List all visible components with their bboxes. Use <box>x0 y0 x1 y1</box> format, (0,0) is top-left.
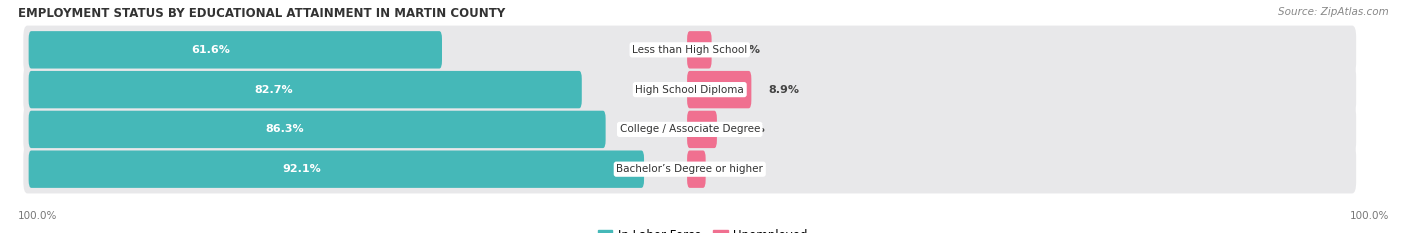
FancyBboxPatch shape <box>28 71 582 108</box>
Legend: In Labor Force, Unemployed: In Labor Force, Unemployed <box>593 225 813 233</box>
FancyBboxPatch shape <box>28 151 644 188</box>
Text: High School Diploma: High School Diploma <box>636 85 744 95</box>
Text: 100.0%: 100.0% <box>18 211 58 221</box>
Text: 2.0%: 2.0% <box>723 164 754 174</box>
Text: College / Associate Degree: College / Associate Degree <box>620 124 759 134</box>
FancyBboxPatch shape <box>24 145 1357 193</box>
FancyBboxPatch shape <box>688 111 717 148</box>
Text: 86.3%: 86.3% <box>266 124 304 134</box>
FancyBboxPatch shape <box>28 31 441 69</box>
Text: Source: ZipAtlas.com: Source: ZipAtlas.com <box>1278 7 1389 17</box>
Text: 100.0%: 100.0% <box>1350 211 1389 221</box>
Text: Less than High School: Less than High School <box>633 45 748 55</box>
FancyBboxPatch shape <box>688 31 711 69</box>
Text: EMPLOYMENT STATUS BY EDUCATIONAL ATTAINMENT IN MARTIN COUNTY: EMPLOYMENT STATUS BY EDUCATIONAL ATTAINM… <box>18 7 506 20</box>
FancyBboxPatch shape <box>24 26 1357 74</box>
FancyBboxPatch shape <box>688 71 751 108</box>
Text: 61.6%: 61.6% <box>191 45 231 55</box>
Text: 82.7%: 82.7% <box>254 85 292 95</box>
FancyBboxPatch shape <box>24 65 1357 114</box>
FancyBboxPatch shape <box>24 105 1357 154</box>
FancyBboxPatch shape <box>688 151 706 188</box>
Text: Bachelor’s Degree or higher: Bachelor’s Degree or higher <box>616 164 763 174</box>
Text: 3.7%: 3.7% <box>734 124 765 134</box>
FancyBboxPatch shape <box>28 111 606 148</box>
Text: 2.9%: 2.9% <box>728 45 759 55</box>
Text: 8.9%: 8.9% <box>769 85 800 95</box>
Text: 92.1%: 92.1% <box>283 164 321 174</box>
